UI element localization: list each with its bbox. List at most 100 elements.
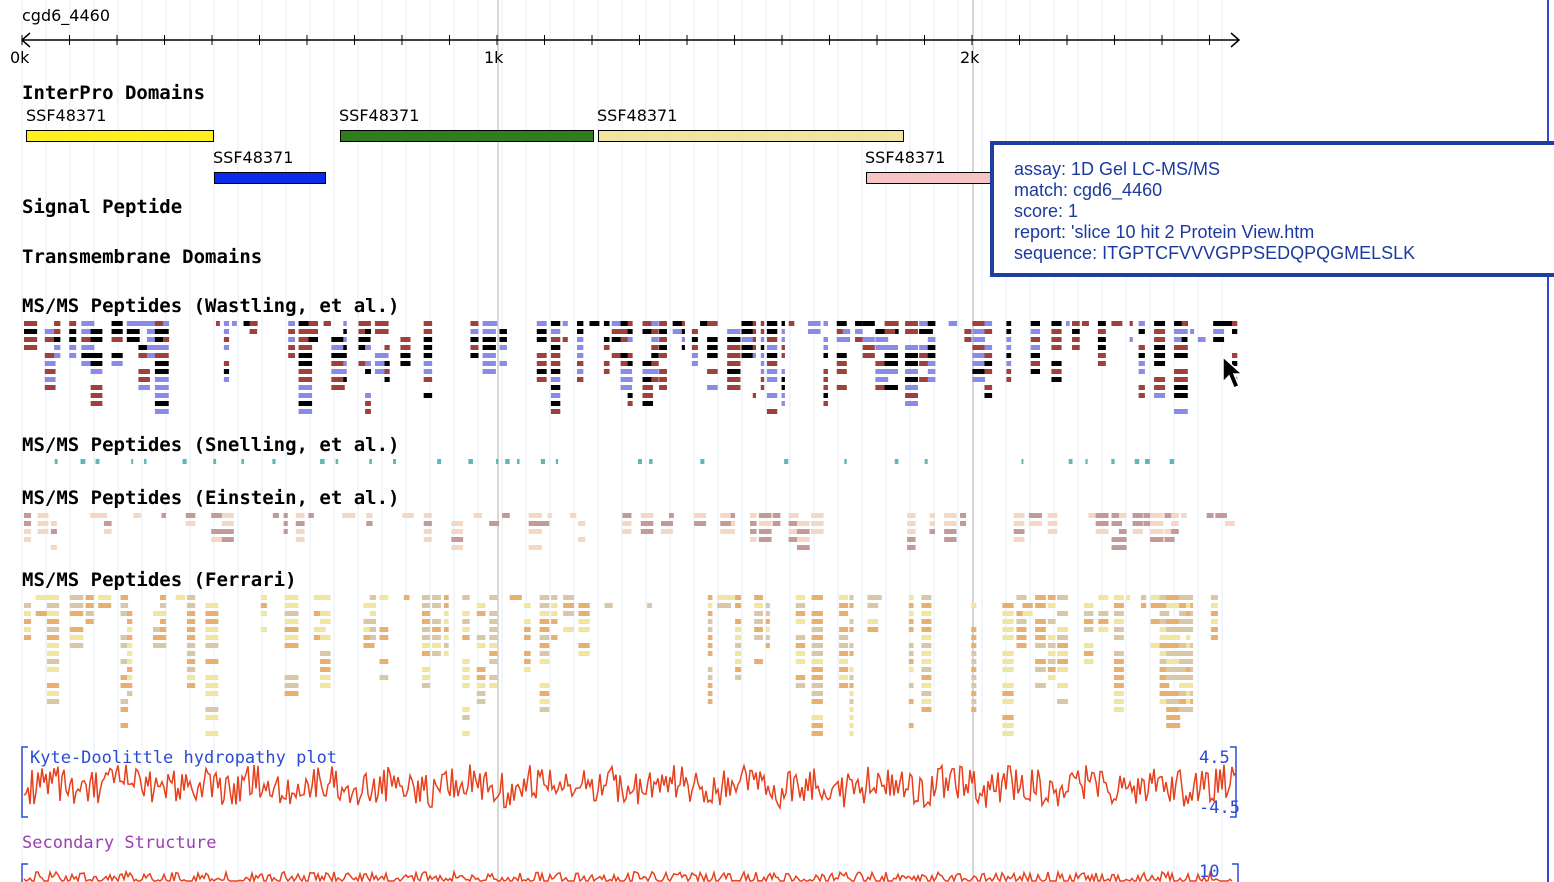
peptide-hit (120, 699, 129, 704)
peptide-hit (241, 459, 245, 464)
peptide-hit (1154, 393, 1166, 398)
peptide-hit (1159, 635, 1170, 640)
peptide-hit (627, 353, 633, 358)
peptide-hit (972, 321, 986, 326)
peptide-hit (839, 595, 849, 600)
peptide-hit (24, 619, 32, 624)
peptide-hit (839, 683, 849, 688)
peptide-hit (476, 611, 486, 616)
domain-label: SSF48371 (865, 148, 946, 167)
domain-bar-tan[interactable] (598, 130, 904, 142)
domain-bar-green[interactable] (340, 130, 594, 142)
peptide-hit (358, 361, 371, 366)
peptide-hit (659, 329, 667, 334)
peptide-hit (908, 611, 914, 616)
peptide-hit (443, 603, 449, 608)
peptide-hit (162, 337, 170, 342)
peptide-hit (772, 521, 781, 526)
peptide-hit (298, 361, 313, 366)
peptide-hit (46, 635, 60, 640)
peptide-hit (295, 513, 305, 518)
peptide-hit (1210, 627, 1218, 632)
peptide-hit (443, 611, 449, 616)
peptide-hit (551, 603, 558, 608)
peptide-hit (308, 321, 318, 326)
peptide-hit (907, 537, 916, 542)
peptide-hit (1022, 603, 1033, 608)
peptide-hit (849, 675, 854, 680)
peptide-hit (972, 337, 986, 342)
peptide-hit (343, 337, 347, 342)
peptide-hit (849, 731, 854, 736)
peptide-hit (1097, 321, 1106, 326)
peptide-hit (24, 635, 32, 640)
peptide-hit (760, 369, 765, 374)
peptide-hit (1083, 627, 1094, 632)
peptide-hit (919, 377, 933, 382)
peptide-hit (760, 337, 765, 342)
peptide-hit (788, 521, 799, 526)
peptide-hit (971, 603, 977, 608)
peptide-hit (1028, 521, 1042, 526)
peptide-hit (524, 603, 531, 608)
peptide-hit (1159, 659, 1170, 664)
peptide-hit (160, 611, 166, 616)
peptide-hit (1159, 643, 1170, 648)
domain-bar-yellow[interactable] (26, 130, 214, 142)
peptide-hit (855, 321, 863, 326)
peptide-hit (1035, 603, 1046, 608)
peptide-hit (836, 369, 847, 374)
peptide-hit (795, 603, 806, 608)
peptide-hit (884, 369, 898, 374)
peptide-hit (284, 619, 299, 624)
peptide-hit (365, 321, 371, 326)
peptide-hit (80, 459, 86, 464)
domain-label: SSF48371 (597, 106, 678, 125)
peptide-hit (649, 459, 653, 464)
peptide-hit (741, 329, 753, 334)
peptide-hit (760, 353, 765, 358)
peptide-hit (727, 377, 741, 382)
peptide-hit (627, 321, 633, 326)
peptide-hit (550, 393, 561, 398)
peptide-hit (186, 611, 196, 616)
peptide-hit (44, 353, 56, 358)
peptide-hit (160, 619, 166, 624)
peptide-hit (343, 377, 347, 382)
peptide-hit (921, 659, 932, 664)
domain-label: SSF48371 (26, 106, 107, 125)
peptide-hit (24, 611, 32, 616)
peptide-hit (1150, 521, 1164, 526)
peptide-hit (24, 337, 38, 342)
peptide-hit (707, 651, 713, 656)
peptide-hit (468, 459, 473, 464)
peptide-hit (849, 603, 854, 608)
peptide-hit (550, 409, 561, 414)
peptide-hit (788, 529, 799, 534)
peptide-hit (120, 603, 129, 608)
peptide-hit (1111, 513, 1123, 518)
peptide-hit (223, 329, 230, 334)
peptide-hit (50, 529, 57, 534)
peptide-hit (492, 321, 498, 326)
peptide-hit (1166, 691, 1181, 696)
peptide-hit (668, 513, 674, 518)
domain-bar-blue[interactable] (214, 172, 326, 184)
peptide-hit (921, 643, 932, 648)
peptide-hit (1181, 329, 1188, 334)
peptide-hit (550, 345, 561, 350)
peptide-hit (69, 643, 84, 648)
peptide-hit (146, 329, 160, 334)
peptide-hit (971, 643, 977, 648)
peptide-hit (421, 595, 431, 600)
peptide-hit (796, 529, 810, 534)
peptide-hit (758, 513, 772, 518)
peptide-hit (365, 401, 371, 406)
peptide-hit (1138, 385, 1145, 390)
peptide-hit (1174, 369, 1188, 374)
peptide-hit (754, 619, 763, 624)
peptide-hit (849, 723, 854, 728)
peptide-hit (550, 369, 561, 374)
peptide-hit (727, 353, 741, 358)
